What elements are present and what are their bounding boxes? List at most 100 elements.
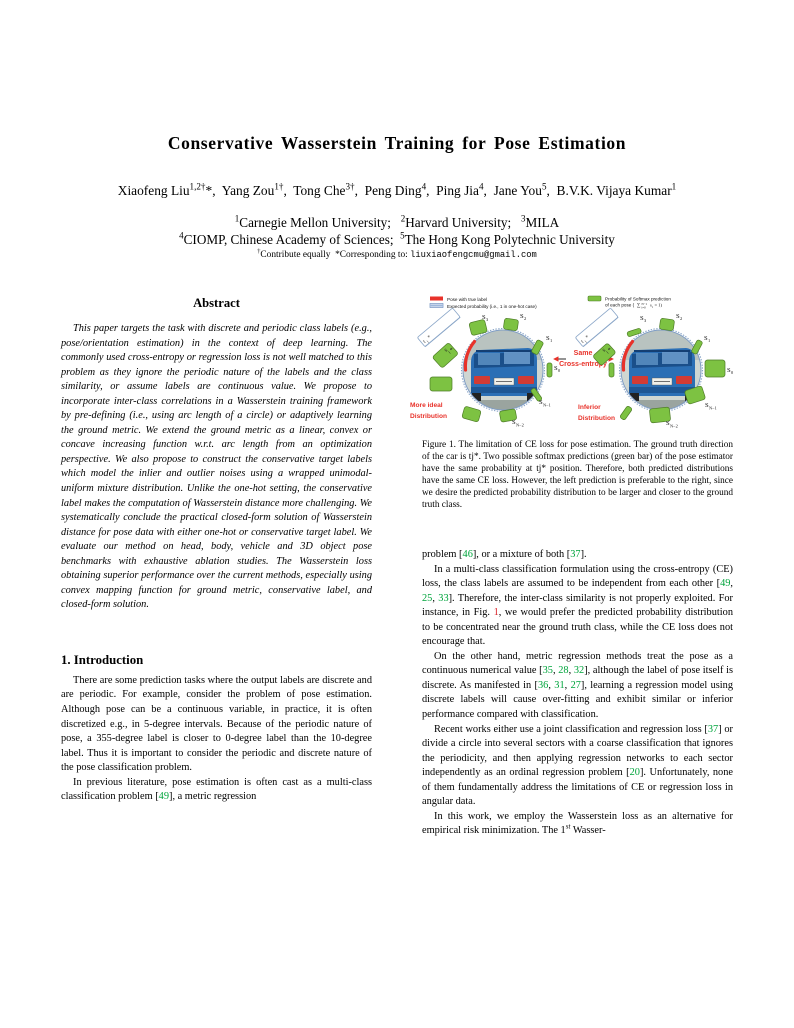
section-gap: [61, 613, 372, 653]
citation-32[interactable]: 32: [573, 665, 585, 677]
svg-text:S: S: [704, 335, 708, 342]
svg-text:*: *: [427, 334, 433, 341]
intro-paragraph-3: In a multi-class classification formulat…: [422, 563, 733, 648]
left-distribution-caption-line2: Distribution: [410, 413, 447, 420]
abstract-heading: Abstract: [193, 296, 240, 310]
svg-text:*: *: [449, 347, 455, 353]
svg-text:j: j: [583, 340, 587, 344]
abstract-text: This paper targets the task with discret…: [61, 323, 372, 611]
left-panel-diagram: t j *: [410, 308, 561, 428]
footnote-text: †Contribute equally *Corresponding to:: [257, 247, 411, 260]
car-image-left: [463, 330, 543, 410]
citation-27[interactable]: 27: [570, 679, 581, 691]
figure-1: Pose with true label Expected probabilit…: [408, 292, 738, 434]
intro-paragraph-1: There are some prediction tasks where th…: [61, 674, 372, 774]
svg-text:S: S: [539, 399, 543, 406]
affiliation-line-2: 4CIOMP, Chinese Academy of Sciences; 5Th…: [179, 230, 615, 247]
svg-text:3: 3: [486, 317, 489, 322]
intro-paragraph-4: On the other hand, metric regression met…: [422, 650, 734, 721]
figure-legend-left: Pose with true label Expected probabilit…: [429, 296, 537, 309]
svg-text:N−1: N−1: [642, 302, 648, 306]
right-distribution-caption-line2: Distribution: [578, 415, 615, 422]
svg-text:1: 1: [708, 338, 710, 343]
affiliation-line-1: 1Carnegie Mellon University; 2Harvard Un…: [234, 213, 560, 230]
figure-1-caption: Figure 1. The limitation of CE loss for …: [422, 440, 733, 511]
svg-text:2: 2: [524, 316, 526, 321]
svg-text:2: 2: [680, 316, 682, 321]
citation-31[interactable]: 31: [554, 679, 565, 691]
left-distribution-caption-line1: More ideal: [410, 402, 443, 409]
figure-legend-right: Probability of Softmax prediction of eac…: [587, 295, 671, 309]
label-sj-right: s: [601, 347, 607, 353]
svg-text:∑: ∑: [637, 303, 641, 309]
right-column: problem [46], or a mixture of both [37].…: [422, 548, 733, 839]
expected-probability-bar-left: t j *: [417, 308, 461, 348]
svg-text:S: S: [727, 367, 731, 374]
softmax-bars-right: [593, 318, 726, 424]
svg-text:i=0: i=0: [642, 305, 647, 309]
svg-text:*: *: [607, 347, 613, 353]
p4-text-a: On the other hand, metric regression met…: [422, 650, 733, 677]
citation-46[interactable]: 46: [462, 549, 473, 560]
intro-paragraph-5: Recent works either use a joint classifi…: [422, 723, 733, 810]
figure-reference-1[interactable]: 1: [493, 607, 499, 619]
citation-35[interactable]: 35: [542, 665, 553, 677]
citation-49b[interactable]: 49: [720, 578, 731, 590]
svg-text:S: S: [666, 420, 670, 427]
intro-paragraph-2-cont: problem [46], or a mixture of both [37].: [422, 549, 587, 560]
author-names: Xiaofeng Liu1,2†*, Yang Zou1†, Tong Che3…: [117, 181, 677, 198]
p3-text-c: , we would prefer the predicted probabil…: [422, 607, 733, 648]
svg-text:s: s: [650, 303, 652, 308]
citation-20[interactable]: 20: [629, 767, 640, 779]
p2-text-a: In previous literature, pose estimation …: [61, 776, 372, 803]
p5-text-a: Recent works either use a joint classifi…: [434, 723, 708, 735]
svg-text:S: S: [705, 402, 709, 409]
citation-36[interactable]: 36: [537, 679, 549, 691]
figure-caption-label: Figure 1.: [422, 440, 456, 450]
right-distribution-caption-line1: Inferior: [578, 404, 601, 411]
svg-text:1: 1: [550, 338, 552, 343]
introduction-heading: 1. Introduction: [61, 652, 144, 667]
citation-28[interactable]: 28: [558, 665, 569, 677]
svg-text:S: S: [640, 315, 644, 322]
svg-text:j: j: [446, 350, 451, 355]
citation-25[interactable]: 25: [422, 592, 433, 604]
svg-text:N−1: N−1: [709, 406, 717, 411]
svg-text:S: S: [546, 335, 550, 342]
citation-37b[interactable]: 37: [707, 723, 719, 735]
p3-text-a: In a multi-class classification formulat…: [422, 563, 733, 590]
citation-49[interactable]: 49: [158, 791, 170, 803]
p2-text-b: ], a metric regression: [169, 791, 257, 803]
svg-text:S: S: [482, 314, 486, 321]
svg-text:= 1): = 1): [655, 303, 663, 308]
p4-text-b: ], although the label of pose itself is …: [422, 665, 734, 691]
corresponding-email: liuxiaofengcmu@gmail.com: [410, 250, 537, 260]
p5-text-c: ]. Unfortunately, none of them fundament…: [422, 767, 733, 808]
true-label-arc-right: [621, 339, 635, 372]
p3-text-b: ]. Therefore, the inter-class similarity…: [422, 592, 733, 619]
citation-37[interactable]: 37: [570, 549, 581, 560]
svg-text:Cross-entropy: Cross-entropy: [559, 361, 607, 368]
intro-paragraph-6: In this work, we employ the Wasserstein …: [422, 810, 733, 837]
svg-text:Expected probability (i.e., 1: Expected probability (i.e., 1 in one-hot…: [447, 304, 537, 309]
figure-caption-text: The limitation of CE loss for pose estim…: [422, 440, 733, 510]
p5-text-b: ] or divide a circle into several sector…: [422, 723, 734, 779]
citation-33[interactable]: 33: [438, 592, 449, 604]
svg-text:t: t: [580, 339, 585, 345]
svg-text:i: i: [652, 305, 653, 309]
svg-text:*: *: [585, 334, 591, 341]
svg-text:0: 0: [731, 370, 734, 375]
svg-text:3: 3: [644, 318, 647, 323]
svg-text:0: 0: [558, 368, 561, 373]
svg-text:Same: Same: [574, 350, 593, 357]
svg-text:N−2: N−2: [516, 423, 524, 428]
svg-text:j: j: [604, 350, 609, 355]
svg-text:Pose with true label: Pose with true label: [447, 297, 487, 302]
page-title: Conservative Wasserstein Training for Po…: [167, 133, 627, 153]
svg-text:of each pose (: of each pose (: [605, 303, 635, 308]
author-list: Xiaofeng Liu1,2†*, Yang Zou1†, Tong Che3…: [0, 181, 794, 199]
softmax-bars-left: [429, 318, 553, 423]
